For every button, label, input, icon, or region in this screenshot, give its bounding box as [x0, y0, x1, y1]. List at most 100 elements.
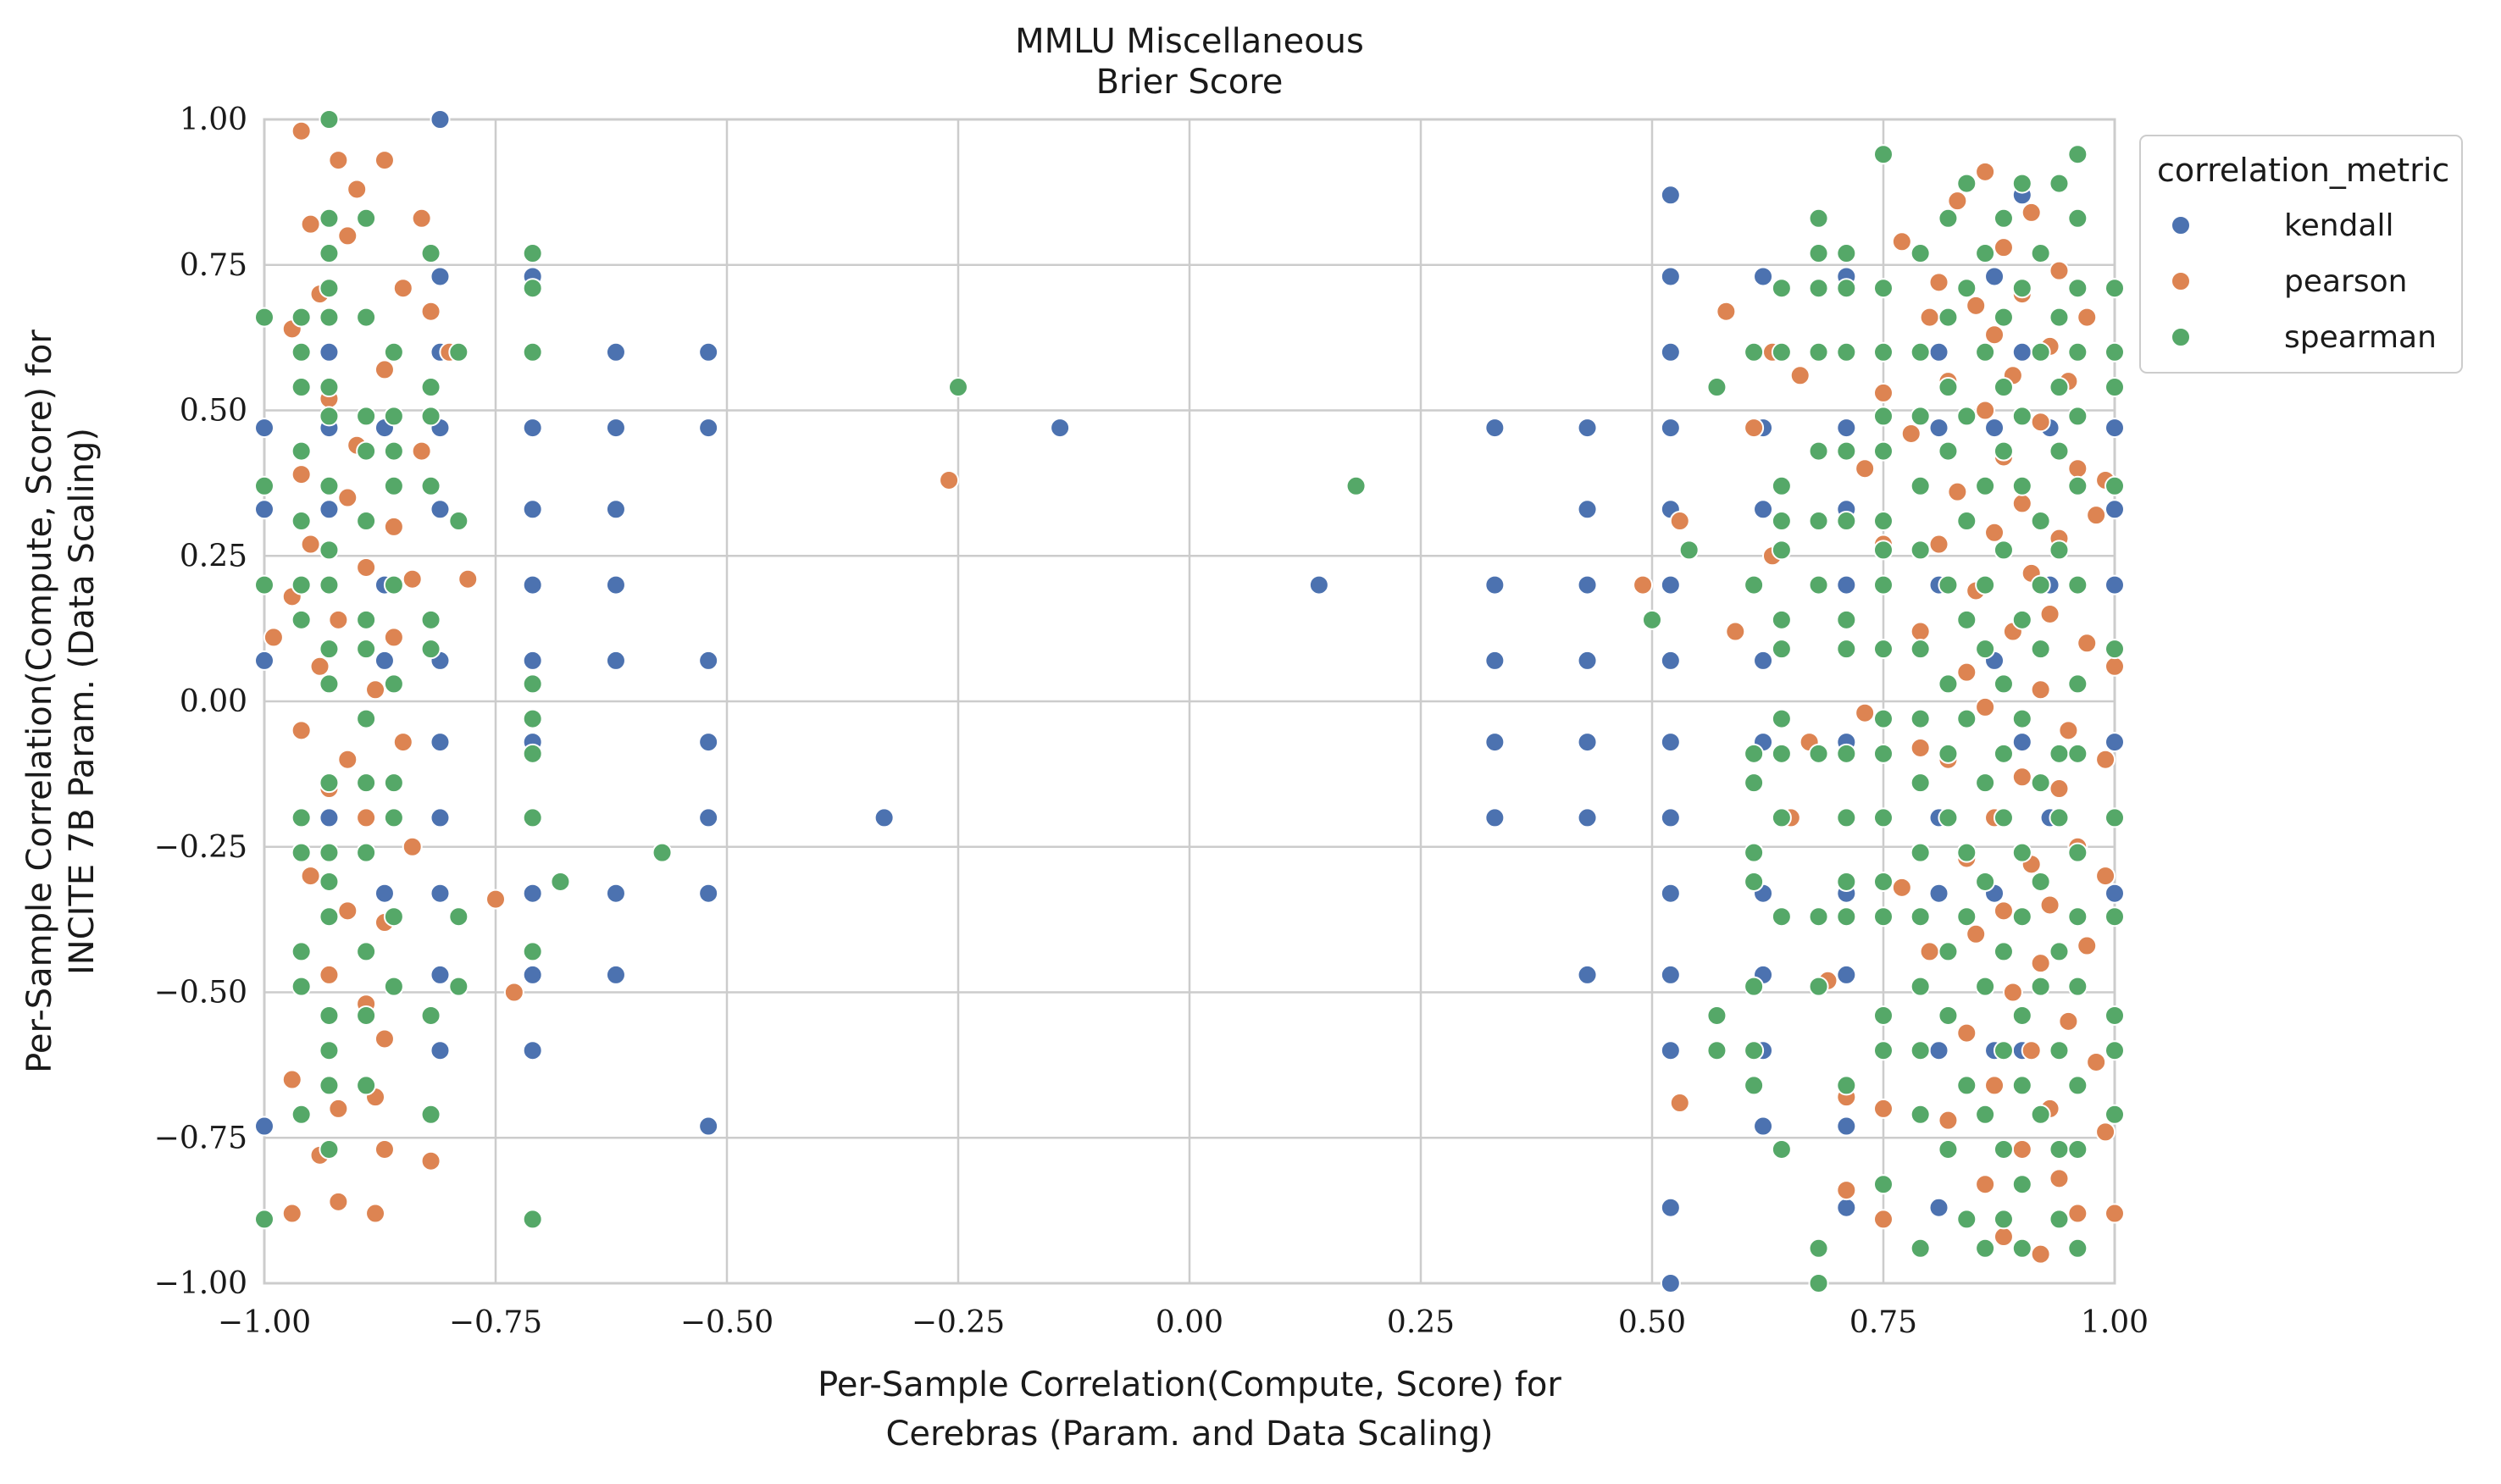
- point-pearson: [300, 534, 321, 555]
- point-pearson: [1744, 418, 1765, 439]
- legend: correlation_metric kendall pearson spearma…: [2139, 135, 2463, 374]
- point-pearson: [1993, 237, 2014, 258]
- point-spearman: [1836, 743, 1857, 764]
- y-tick-label: −0.75: [154, 1121, 247, 1155]
- point-spearman: [1975, 772, 1996, 794]
- point-spearman: [522, 1209, 543, 1230]
- point-pearson: [2086, 1051, 2107, 1072]
- point-spearman: [1873, 406, 1894, 427]
- point-pearson: [347, 179, 368, 200]
- point-kendall: [1660, 1273, 1681, 1293]
- point-kendall: [605, 964, 626, 985]
- point-spearman: [319, 871, 340, 892]
- point-spearman: [1744, 574, 1765, 595]
- point-spearman: [1975, 871, 1996, 892]
- point-pearson: [1966, 923, 1987, 944]
- x-tick-label: 1.00: [2081, 1305, 2149, 1340]
- point-spearman: [420, 1104, 441, 1125]
- point-pearson: [485, 889, 506, 910]
- point-pearson: [2039, 894, 2060, 916]
- point-spearman: [1910, 976, 1931, 997]
- point-pearson: [337, 225, 358, 246]
- point-spearman: [1938, 673, 1959, 695]
- point-kendall: [1660, 341, 1681, 363]
- point-spearman: [2104, 1005, 2125, 1026]
- point-pearson: [1855, 458, 1876, 479]
- point-kendall: [2011, 732, 2032, 753]
- point-spearman: [1808, 341, 1829, 363]
- point-spearman: [2104, 1040, 2125, 1061]
- point-spearman: [356, 1005, 377, 1026]
- point-pearson: [2021, 1040, 2042, 1061]
- x-tick-label: −0.25: [912, 1305, 1005, 1340]
- x-tick-label: 0.75: [1849, 1305, 1917, 1340]
- point-kendall: [1577, 418, 1598, 439]
- point-spearman: [2011, 708, 2032, 729]
- point-pearson: [1789, 365, 1811, 386]
- point-spearman: [1993, 743, 2014, 764]
- point-spearman: [1938, 743, 1959, 764]
- point-kendall: [430, 499, 451, 520]
- point-spearman: [2067, 1075, 2088, 1096]
- point-spearman: [2030, 243, 2051, 264]
- point-spearman: [2067, 406, 2088, 427]
- point-spearman: [1744, 976, 1765, 997]
- point-spearman: [2067, 341, 2088, 363]
- point-spearman: [1808, 574, 1829, 595]
- point-spearman: [291, 377, 312, 398]
- point-spearman: [319, 1040, 340, 1061]
- point-spearman: [1993, 1209, 2014, 1230]
- point-spearman: [319, 1005, 340, 1026]
- point-spearman: [1808, 511, 1829, 532]
- point-spearman: [2067, 743, 2088, 764]
- point-spearman: [420, 243, 441, 264]
- point-spearman: [356, 708, 377, 729]
- point-spearman: [1993, 941, 2014, 962]
- point-spearman: [2104, 377, 2125, 398]
- point-kendall: [605, 499, 626, 520]
- point-spearman: [319, 906, 340, 928]
- point-kendall: [1836, 1197, 1857, 1218]
- point-spearman: [356, 1075, 377, 1096]
- point-spearman: [2011, 1238, 2032, 1259]
- x-tick-label: −0.75: [449, 1305, 542, 1340]
- point-kendall: [2104, 418, 2125, 439]
- point-pearson: [1836, 1180, 1857, 1201]
- point-spearman: [356, 440, 377, 462]
- point-spearman: [383, 906, 404, 928]
- point-spearman: [383, 341, 404, 363]
- point-kendall: [2104, 732, 2125, 753]
- point-spearman: [1873, 807, 1894, 828]
- point-pearson: [1669, 511, 1690, 532]
- point-kendall: [1836, 964, 1857, 985]
- point-pearson: [356, 556, 377, 578]
- point-pearson: [420, 301, 441, 322]
- point-spearman: [1910, 243, 1931, 264]
- point-spearman: [1956, 1075, 1977, 1096]
- point-spearman: [1975, 341, 1996, 363]
- point-spearman: [319, 243, 340, 264]
- point-pearson: [383, 627, 404, 648]
- point-pearson: [1873, 1098, 1894, 1119]
- point-spearman: [1910, 475, 1931, 496]
- point-spearman: [1706, 1005, 1727, 1026]
- point-spearman: [356, 609, 377, 630]
- point-spearman: [2104, 475, 2125, 496]
- point-spearman: [1910, 772, 1931, 794]
- point-spearman: [1993, 208, 2014, 229]
- point-pearson: [374, 150, 395, 171]
- point-spearman: [1873, 540, 1894, 561]
- point-pearson: [1633, 574, 1654, 595]
- point-kendall: [698, 341, 719, 363]
- point-spearman: [2030, 574, 2051, 595]
- point-pearson: [1919, 941, 1940, 962]
- point-pearson: [328, 150, 349, 171]
- point-spearman: [383, 475, 404, 496]
- point-pearson: [392, 278, 413, 299]
- point-spearman: [1993, 377, 2014, 398]
- point-kendall: [698, 732, 719, 753]
- point-spearman: [1910, 842, 1931, 863]
- point-spearman: [420, 609, 441, 630]
- point-spearman: [1873, 574, 1894, 595]
